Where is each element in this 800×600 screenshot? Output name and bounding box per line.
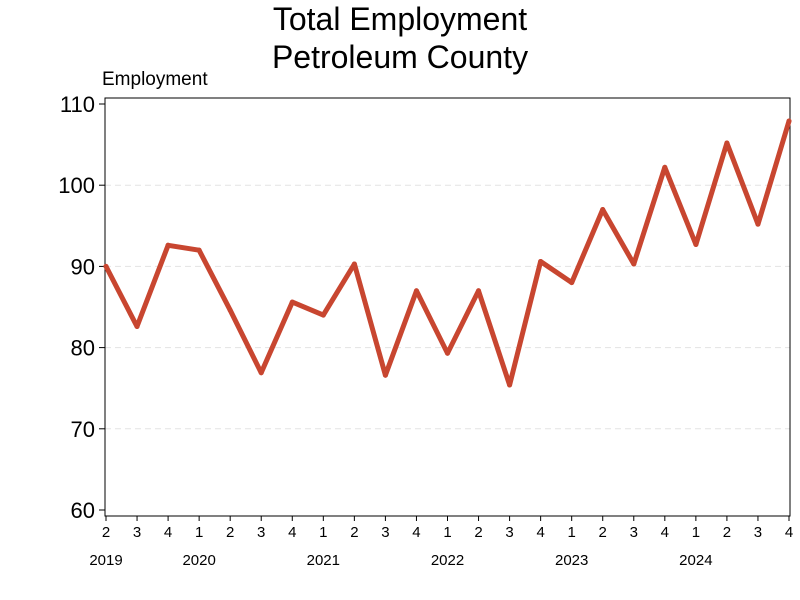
x-axis: 2 3 4 1 2 3 4 1 2 3 4 1 2 3 4 1 2 3 4 1 2 3 4 2019 2020 2021 2022 2… xyxy=(89,516,793,569)
data-point xyxy=(445,350,450,356)
data-point xyxy=(289,299,295,305)
x-tick-label: 4 xyxy=(288,524,296,541)
data-point xyxy=(258,370,264,376)
y-tick-label: 90 xyxy=(71,254,95,279)
data-point xyxy=(662,164,668,170)
plot-frame xyxy=(104,97,791,517)
x-tick-label: 2 xyxy=(102,524,110,541)
data-point xyxy=(507,382,513,388)
y-tick-label: 110 xyxy=(60,92,95,117)
y-tick-label: 70 xyxy=(71,417,95,442)
x-tick-label: 4 xyxy=(785,524,793,541)
data-point xyxy=(476,288,482,294)
x-tick-label: 2 xyxy=(599,524,607,541)
data-point xyxy=(227,307,233,313)
x-year-label: 2024 xyxy=(679,552,712,569)
y-tick-label: 80 xyxy=(71,336,95,361)
x-tick-label: 1 xyxy=(568,524,576,541)
x-tick-label: 4 xyxy=(164,524,172,541)
x-year-label: 2020 xyxy=(182,552,215,569)
x-tick-label: 4 xyxy=(661,524,669,541)
x-tick-label: 3 xyxy=(505,524,513,541)
chart-title-line-2: Petroleum County xyxy=(272,39,528,75)
data-point xyxy=(693,241,699,247)
x-tick-label: 3 xyxy=(754,524,762,541)
x-tick-label: 4 xyxy=(412,524,420,541)
series-layer xyxy=(103,118,792,388)
data-point xyxy=(724,140,730,146)
x-tick-label: 1 xyxy=(195,524,203,541)
data-point xyxy=(134,323,140,329)
y-tick-label: 100 xyxy=(58,173,95,198)
data-point xyxy=(320,312,326,318)
data-point xyxy=(631,261,637,267)
x-year-label: 2023 xyxy=(555,552,588,569)
x-tick-label: 2 xyxy=(350,524,358,541)
x-tick-label: 3 xyxy=(630,524,638,541)
y-axis: 60 70 80 90 100 110 xyxy=(58,92,105,523)
data-point xyxy=(196,247,202,253)
x-year-label: 2021 xyxy=(307,552,340,569)
data-point xyxy=(103,263,109,269)
series-line xyxy=(103,118,792,388)
chart-title-line-1: Total Employment xyxy=(273,1,527,37)
data-point xyxy=(413,288,419,294)
x-tick-label: 3 xyxy=(133,524,141,541)
x-tick-label: 2 xyxy=(723,524,731,541)
data-point xyxy=(538,259,544,265)
x-tick-label: 4 xyxy=(536,524,544,541)
data-point xyxy=(755,221,761,227)
data-point xyxy=(569,280,575,286)
x-tick-label: 3 xyxy=(381,524,389,541)
data-point xyxy=(786,118,792,124)
x-tick-label: 3 xyxy=(257,524,265,541)
x-tick-label: 2 xyxy=(226,524,234,541)
data-point xyxy=(351,261,357,267)
data-point xyxy=(382,372,388,378)
gridlines xyxy=(105,184,790,430)
x-tick-label: 2 xyxy=(474,524,482,541)
x-tick-label: 1 xyxy=(692,524,700,541)
x-year-label: 2019 xyxy=(89,552,122,569)
data-point xyxy=(165,242,171,248)
x-year-label: 2022 xyxy=(431,552,464,569)
y-tick-label: 60 xyxy=(71,498,95,523)
x-tick-label: 1 xyxy=(443,524,451,541)
x-tick-label: 1 xyxy=(319,524,327,541)
data-point xyxy=(600,207,606,213)
y-axis-label: Employment xyxy=(102,69,208,90)
